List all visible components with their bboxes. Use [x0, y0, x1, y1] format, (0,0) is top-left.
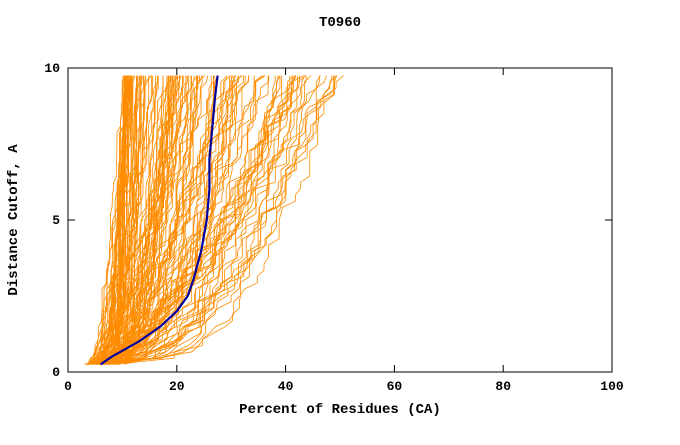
ensemble-line — [107, 75, 125, 365]
tick-marks-layer — [67, 67, 613, 373]
ensemble-line — [113, 75, 137, 365]
ensemble-line — [96, 75, 335, 365]
y-tick-label: 5 — [52, 213, 60, 228]
ensemble-line — [113, 75, 307, 365]
ensemble-line — [98, 75, 306, 365]
ensemble-line — [93, 75, 124, 365]
ensemble-line — [115, 75, 133, 365]
ensemble-line — [98, 75, 219, 365]
ensemble-line — [103, 75, 243, 365]
x-tick-label: 60 — [387, 379, 403, 394]
ensemble-line — [99, 75, 212, 365]
ensemble-line — [87, 75, 136, 365]
x-tick-label: 40 — [278, 379, 294, 394]
ensemble-line — [95, 75, 265, 365]
ensemble-line — [96, 75, 181, 365]
ensemble-line — [118, 75, 334, 365]
x-tick-label: 20 — [169, 379, 185, 394]
ensemble-line — [107, 75, 291, 365]
ensemble-line — [118, 75, 236, 365]
ensemble-line — [105, 75, 263, 365]
ensemble-line — [105, 75, 199, 365]
ensemble-line — [110, 75, 239, 365]
ensemble-line — [111, 75, 201, 365]
x-tick-label: 0 — [64, 379, 72, 394]
ensemble-line — [107, 75, 153, 365]
x-tick-label: 80 — [495, 379, 511, 394]
ensemble-line — [90, 75, 203, 365]
ensemble-line — [92, 75, 239, 365]
ensemble-line — [91, 75, 300, 365]
ensemble-line — [103, 75, 129, 365]
ensemble-line — [111, 75, 197, 365]
ensemble-line — [106, 75, 168, 365]
ensemble-line — [106, 75, 145, 365]
x-tick-label: 100 — [600, 379, 624, 394]
ensemble-line — [106, 75, 250, 365]
y-tick-label: 10 — [44, 61, 60, 76]
ensemble-line — [87, 75, 190, 365]
ensemble-line — [124, 75, 293, 365]
ensemble-line — [112, 75, 140, 365]
highlight-line — [99, 75, 219, 366]
ensemble-line — [115, 75, 188, 365]
tick-labels-layer: 0 20 40 60 80 100 0 5 10 — [44, 61, 624, 394]
ensemble-line — [116, 75, 298, 365]
ensemble-line — [113, 75, 171, 365]
y-tick-label: 0 — [52, 365, 60, 380]
ensemble-line — [87, 75, 249, 365]
ensemble-line — [84, 75, 187, 365]
ensemble-line — [104, 75, 234, 365]
ensemble-line — [94, 75, 152, 365]
ensemble-line — [100, 75, 193, 365]
ensemble-line — [96, 75, 133, 365]
ensemble-line — [108, 75, 327, 365]
x-axis-label: Percent of Residues (CA) — [239, 402, 441, 418]
y-axis-label: Distance Cutoff, A — [6, 144, 22, 296]
chart-title: T0960 — [319, 15, 361, 31]
ensemble-line — [105, 75, 176, 365]
ensemble-lines-layer — [84, 75, 344, 365]
highlight-line-layer — [99, 75, 219, 366]
ensemble-line — [96, 75, 159, 365]
ensemble-line — [93, 75, 276, 365]
